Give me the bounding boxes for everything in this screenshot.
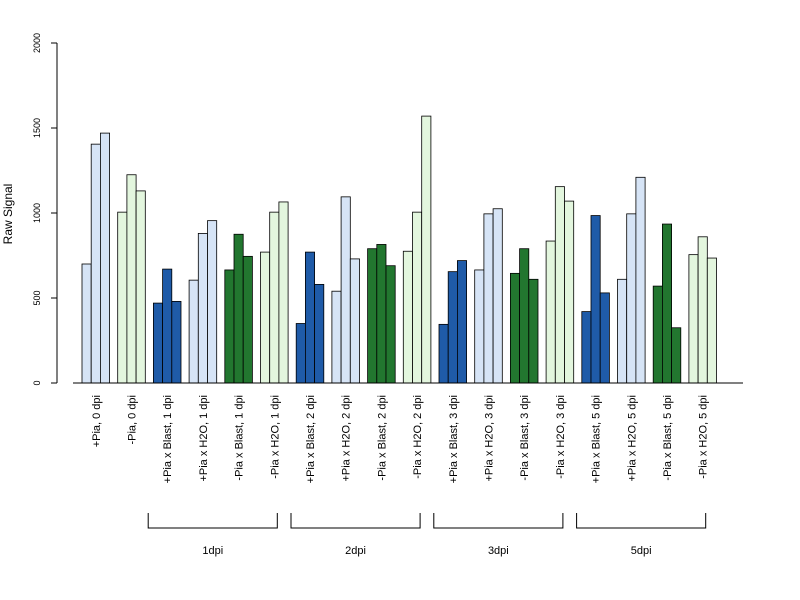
x-tick-label: +Pia x H2O, 3 dpi xyxy=(484,395,496,482)
bar xyxy=(171,300,182,384)
bar xyxy=(554,186,565,384)
bar xyxy=(242,255,253,384)
bars xyxy=(81,115,717,384)
y-axis-label: Raw Signal xyxy=(1,184,15,245)
bar xyxy=(100,132,111,384)
bar xyxy=(349,258,360,384)
bar xyxy=(519,248,530,384)
bar xyxy=(90,143,101,384)
x-tick-label: -Pia x Blast, 1 dpi xyxy=(234,395,246,481)
bar xyxy=(599,292,610,384)
x-tick-label: -Pia x H2O, 1 dpi xyxy=(269,395,281,479)
x-tick-label: +Pia, 0 dpi xyxy=(91,395,103,447)
x-tick-label: +Pia x Blast, 2 dpi xyxy=(305,395,317,483)
x-tick-labels: +Pia, 0 dpi -Pia, 0 dpi +Pia x Blast, 1 dp… xyxy=(91,395,710,483)
bar xyxy=(117,211,128,384)
bar xyxy=(314,283,325,384)
bar xyxy=(376,244,387,384)
y-tick-label: 1500 xyxy=(32,118,42,138)
bar xyxy=(402,250,413,384)
bar xyxy=(545,240,556,384)
bar xyxy=(224,269,235,384)
x-tick-label: -Pia, 0 dpi xyxy=(127,395,139,445)
day-bracket-label: 3dpi xyxy=(488,545,509,557)
bar xyxy=(269,211,280,384)
bar xyxy=(412,211,423,384)
day-bracket-label: 1dpi xyxy=(202,545,223,557)
bar xyxy=(135,190,146,384)
y-tick-label: 500 xyxy=(32,290,42,305)
bar xyxy=(617,278,628,384)
x-tick-label: -Pia x Blast, 3 dpi xyxy=(519,395,531,481)
day-bracket-label: 2dpi xyxy=(345,545,366,557)
bar xyxy=(233,233,244,384)
bar xyxy=(81,263,92,384)
bar xyxy=(331,290,342,384)
y-tick-label: 2000 xyxy=(32,33,42,53)
bar xyxy=(152,302,163,384)
day-brackets: 1dpi 2dpi 3dpi 5dpi xyxy=(147,513,707,557)
x-tick-label: +Pia x H2O, 2 dpi xyxy=(341,395,353,482)
bar xyxy=(626,213,637,384)
bar xyxy=(367,248,378,384)
bar xyxy=(706,257,717,384)
bar xyxy=(590,215,601,384)
bar xyxy=(304,251,315,384)
bar xyxy=(456,260,467,384)
bar xyxy=(260,251,271,384)
x-tick-label: +Pia x Blast, 3 dpi xyxy=(448,395,460,483)
x-tick-label: -Pia x H2O, 5 dpi xyxy=(698,395,710,479)
bar xyxy=(635,176,646,384)
x-tick-label: -Pia x H2O, 2 dpi xyxy=(412,395,424,479)
y-axis: 0 500 1000 1500 2000 xyxy=(32,33,58,386)
bar xyxy=(278,201,289,384)
bar xyxy=(688,254,699,384)
bar xyxy=(340,196,351,384)
bar xyxy=(662,223,673,384)
bar xyxy=(447,271,458,384)
bar xyxy=(421,115,432,384)
bar xyxy=(162,268,173,384)
x-tick-label: -Pia x Blast, 5 dpi xyxy=(662,395,674,481)
bar xyxy=(492,208,503,384)
bar xyxy=(197,232,208,384)
x-tick-label: +Pia x Blast, 1 dpi xyxy=(162,395,174,483)
bar xyxy=(207,220,218,384)
x-tick-label: +Pia x H2O, 5 dpi xyxy=(626,395,638,482)
bar xyxy=(483,213,494,384)
bar xyxy=(528,278,539,384)
bar xyxy=(671,327,682,384)
day-bracket xyxy=(433,513,564,529)
day-bracket xyxy=(576,513,707,529)
day-bracket xyxy=(147,513,278,529)
bar xyxy=(652,285,663,384)
bar xyxy=(438,323,449,384)
y-tick-label: 1000 xyxy=(32,203,42,223)
x-tick-label: +Pia x Blast, 5 dpi xyxy=(591,395,603,483)
y-tick-label: 0 xyxy=(32,380,42,385)
bar xyxy=(188,279,199,384)
day-bracket xyxy=(290,513,421,529)
bar xyxy=(295,323,306,384)
bar xyxy=(697,236,708,384)
bar xyxy=(474,269,485,384)
bar xyxy=(564,200,575,384)
x-tick-label: +Pia x H2O, 1 dpi xyxy=(198,395,210,482)
x-tick-label: -Pia x H2O, 3 dpi xyxy=(555,395,567,479)
bar xyxy=(126,174,137,384)
bar xyxy=(581,311,592,384)
x-tick-label: -Pia x Blast, 2 dpi xyxy=(376,395,388,481)
day-bracket-label: 5dpi xyxy=(631,545,652,557)
bar xyxy=(509,272,520,384)
bar xyxy=(385,265,396,384)
